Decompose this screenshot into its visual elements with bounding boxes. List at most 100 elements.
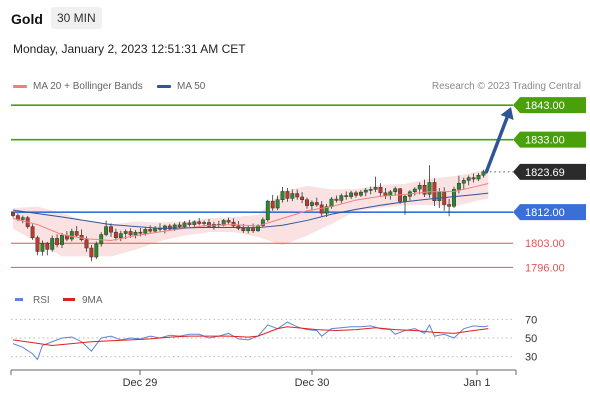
candle [422,184,427,195]
candle [285,191,290,199]
candle [334,198,339,201]
candle [207,222,211,227]
candle [231,221,236,227]
candle [138,231,143,234]
candle [35,237,40,252]
candle [427,182,432,195]
candle [270,200,275,209]
timeframe-badge[interactable]: 30 MIN [51,7,102,29]
candle [403,196,407,202]
rsi-tick-label: 50 [525,333,537,345]
candle [11,212,15,216]
candle [324,206,329,214]
level-label: 1796.00 [525,262,565,274]
level-label: 1843.00 [525,100,565,112]
candle [368,189,373,191]
candle [74,231,79,236]
candle [442,191,447,205]
level-tag [513,163,586,180]
candle [329,198,334,207]
candle [260,219,265,226]
candle [309,202,314,206]
forecast-arrow-shaft [484,115,509,174]
forecast-arrow-head [500,107,514,120]
moving-averages [12,183,489,241]
legend-ma20-bollinger: MA 20 + Bollinger Bands [13,81,143,92]
candle [319,204,324,214]
instrument-title: Gold [11,11,43,27]
candle [182,222,187,227]
candle [192,221,197,225]
x-tick-label: Jan 1 [464,377,491,389]
candle [84,239,89,249]
level-tag [513,131,586,148]
ma50-line [12,192,489,229]
legend-label-ma50: MA 50 [177,81,206,92]
legend-swatch-ma50 [157,84,171,88]
candle [197,221,202,224]
candle [383,192,388,196]
rsi-panel: RSI 9MA 30 50 70 [11,295,537,364]
candle [45,242,50,250]
rsi-ma-line [12,326,489,346]
candle [305,199,309,206]
candle [246,227,251,232]
candle [143,229,148,234]
candle [128,231,133,236]
level-tag [513,204,586,221]
x-tick-label: Dec 30 [295,377,330,389]
candle [109,226,113,233]
candle [447,204,452,207]
level-label: 1833.00 [525,135,565,147]
candle [60,235,64,245]
rsi-legend-swatch [15,298,23,301]
rsi-tick-label: 70 [525,314,537,326]
candle [349,192,354,197]
legend-ma50: MA 50 [157,81,205,92]
ma20-line [12,183,489,241]
candle [481,171,486,176]
level-label: 1812.00 [525,207,565,219]
candle [20,217,25,220]
x-tick-label: Dec 29 [123,377,158,389]
candle [437,191,442,202]
candle [373,187,378,190]
candle [104,226,109,235]
candle [55,238,60,245]
candle [275,199,280,209]
price-levels: 1843.00 1833.00 1823.69 1812.00 1803.00 1796.… [11,97,586,274]
candle [241,228,246,232]
candle [476,174,481,180]
candle [417,184,422,190]
candle [177,224,182,227]
candle [280,191,285,200]
candle [172,224,177,230]
level-tag [513,97,586,114]
candle [344,195,349,197]
legend-label-ma20: MA 20 + Bollinger Bands [33,81,143,92]
candle [314,202,319,206]
candle [118,233,123,238]
candle [363,189,368,193]
rsi-tick-label: 30 [525,352,537,364]
candle [461,180,466,184]
chart-header: Gold 30 MIN [0,0,590,36]
candle [30,226,35,238]
candle [456,182,461,190]
rsi-legend-label: RSI [33,295,50,306]
candle [412,188,417,193]
research-credit: Research © 2023 Trading Central [431,81,581,92]
candle [290,193,295,199]
candle [94,243,99,258]
candle [89,247,94,258]
candle [113,231,118,238]
candle [339,195,344,201]
candle [69,231,74,240]
candle [393,188,398,193]
candle [133,231,138,236]
candle [162,225,167,230]
rsi-ma-legend-label: 9MA [82,295,103,306]
candle [167,225,172,230]
candle [187,222,192,225]
